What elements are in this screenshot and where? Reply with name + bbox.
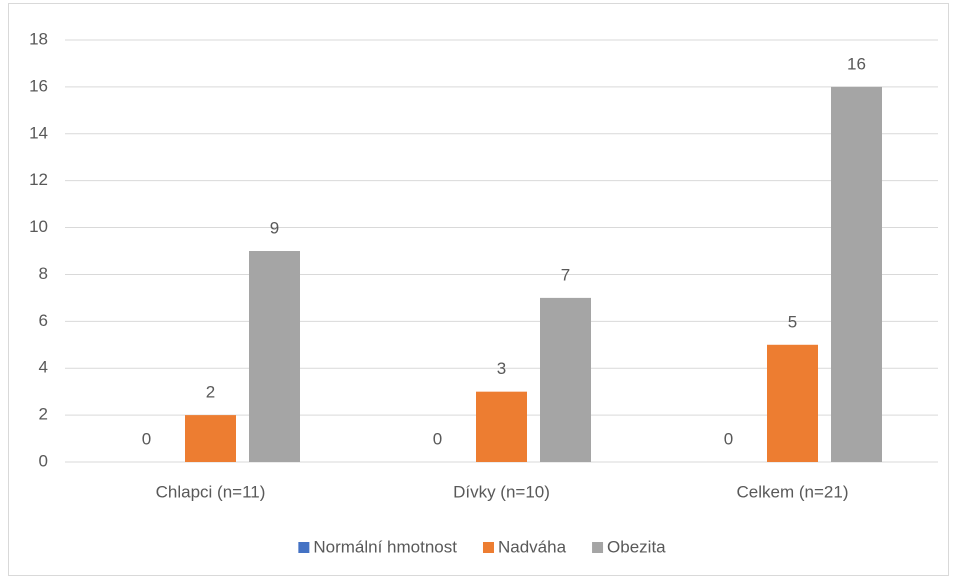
y-tick-label: 18: [29, 29, 48, 48]
y-tick-label: 0: [39, 451, 48, 470]
y-tick-label: 10: [29, 217, 48, 236]
y-tick-label: 8: [39, 264, 48, 283]
bar: [249, 251, 300, 462]
y-tick-label: 4: [39, 358, 48, 377]
data-label: 3: [497, 359, 506, 378]
y-tick-label: 16: [29, 76, 48, 95]
x-tick-label: Chlapci (n=11): [156, 482, 266, 501]
data-label: 5: [788, 312, 797, 331]
x-tick-label: Celkem (n=21): [737, 482, 849, 501]
data-label: 7: [561, 265, 570, 284]
legend-label: Normální hmotnost: [313, 537, 457, 556]
legend-label: Obezita: [607, 537, 666, 556]
bar: [831, 86, 882, 462]
data-label: 0: [142, 429, 151, 448]
bar: [185, 415, 236, 462]
legend-label: Nadváha: [498, 537, 567, 556]
data-label: 0: [433, 429, 442, 448]
y-tick-label: 6: [39, 311, 48, 330]
data-label: 2: [206, 383, 215, 402]
data-label: 9: [270, 218, 279, 237]
data-label: 0: [724, 429, 733, 448]
chart-border: [8, 3, 949, 576]
legend-swatch: [482, 542, 494, 553]
data-label: 16: [847, 54, 866, 73]
y-tick-label: 2: [39, 405, 48, 424]
legend-swatch: [298, 542, 310, 553]
x-tick-label: Dívky (n=10): [453, 482, 550, 501]
bar: [767, 344, 818, 462]
bar: [540, 297, 591, 462]
y-tick-label: 14: [29, 123, 48, 142]
bar: [476, 391, 527, 462]
legend-swatch: [592, 542, 604, 553]
y-tick-label: 12: [29, 170, 48, 189]
